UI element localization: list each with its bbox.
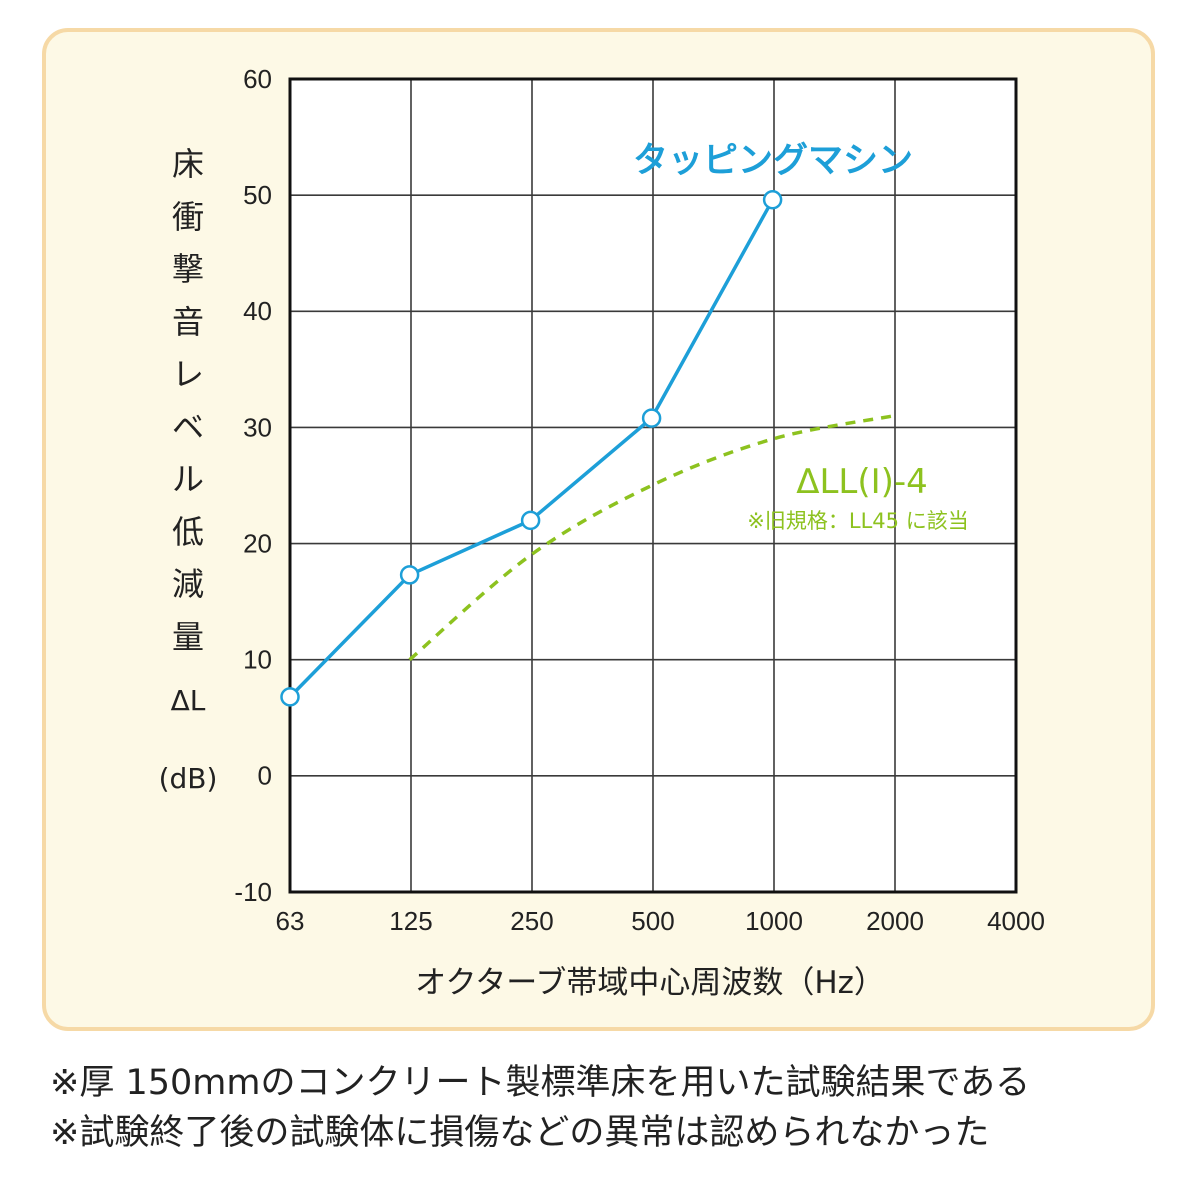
y-tick-label: 40: [243, 296, 272, 326]
x-axis-title: オクターブ帯域中心周波数（Hz）: [415, 965, 885, 1001]
footnotes: ※厚 150mmのコンクリート製標準床を用いた試験結果である ※試験終了後の試験…: [50, 1058, 1170, 1158]
x-tick-label: 63: [276, 906, 305, 936]
data-point-marker: [762, 190, 783, 210]
tapping-machine-label: タッピングマシン: [633, 141, 913, 181]
y-axis-label-char: 減: [171, 565, 204, 603]
x-tick-label: 2000: [866, 906, 924, 936]
y-axis-label-char: レ: [171, 355, 204, 393]
plot-frame: [288, 77, 1018, 894]
reference-curve-label: ΔLL(Ⅰ)-4: [796, 462, 928, 502]
y-axis-symbol: ΔL: [170, 684, 206, 717]
x-tick-label: 250: [510, 906, 553, 936]
footnote-test-condition: ※厚 150mmのコンクリート製標準床を用いた試験結果である: [50, 1063, 1031, 1103]
y-tick-label: 50: [243, 180, 272, 210]
data-point-marker: [280, 687, 300, 707]
x-tick-label: 1000: [745, 906, 803, 936]
y-axis-label-char: 衝: [171, 197, 204, 236]
y-axis-label-char: 低: [171, 512, 204, 551]
y-axis-label-text: 床衝撃音レベル低減量: [158, 138, 218, 663]
data-point-marker: [641, 408, 662, 428]
y-axis-label-char: 撃: [171, 250, 204, 288]
y-tick-label: -10: [234, 877, 272, 907]
y-axis-label-char: ル: [171, 460, 204, 498]
y-axis-label-char: 量: [171, 617, 204, 656]
y-axis-label-char: 音: [171, 302, 204, 341]
y-axis-label-char: ベ: [171, 407, 204, 446]
y-axis-label: 床衝撃音レベル低減量 ΔL (dB): [158, 138, 218, 795]
y-tick-label: 20: [243, 528, 272, 558]
reference-curve-note: ※旧規格：LL45 に該当: [747, 509, 968, 533]
y-tick-label: 0: [258, 761, 272, 791]
x-tick-label: 4000: [987, 906, 1045, 936]
y-axis-unit: (dB): [158, 762, 218, 795]
y-tick-label: 30: [243, 412, 272, 442]
footnote-no-damage: ※試験終了後の試験体に損傷などの異常は認められなかった: [50, 1113, 990, 1153]
y-tick-label: 60: [243, 64, 272, 94]
reference-curve-line: [408, 414, 894, 662]
y-axis-label-char: 床: [171, 145, 204, 183]
x-tick-label: 500: [631, 906, 674, 936]
data-point-marker: [520, 510, 541, 531]
data-point-marker: [399, 565, 420, 585]
x-tick-label: 125: [389, 906, 432, 936]
y-tick-label: 10: [243, 645, 272, 675]
